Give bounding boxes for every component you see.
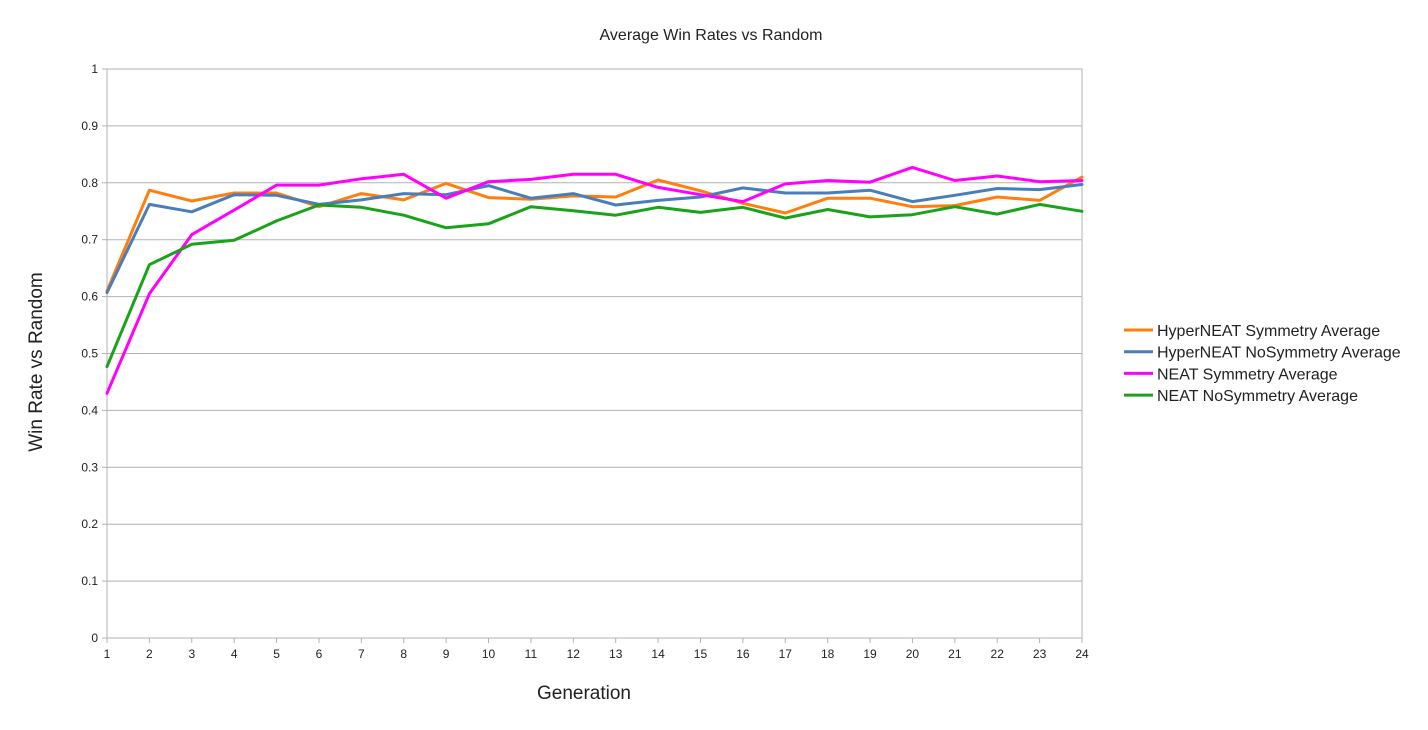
x-tick-label: 14: [651, 647, 665, 661]
y-tick-label: 0.2: [81, 517, 98, 531]
legend-label: HyperNEAT NoSymmetry Average: [1157, 345, 1401, 362]
x-tick-label: 7: [358, 647, 365, 661]
y-axis-title: Win Rate vs Random: [26, 272, 47, 452]
y-tick-label: 1: [91, 62, 98, 76]
x-tick-label: 13: [609, 647, 623, 661]
x-tick-label: 6: [316, 647, 323, 661]
y-tick-label: 0.7: [81, 233, 98, 247]
y-axis-ticks: 0 0.1 0.2 0.3 0.4 0.5 0.6 0.7 0.8 0.9 1: [81, 62, 107, 645]
y-tick-label: 0.9: [81, 119, 98, 133]
x-tick-label: 10: [482, 647, 496, 661]
x-tick-label: 4: [231, 647, 238, 661]
y-tick-label: 0.3: [81, 460, 98, 474]
grid-lines: [107, 68, 1082, 639]
x-tick-label: 16: [736, 647, 750, 661]
series-line-0: [105, 175, 1084, 293]
legend-label: HyperNEAT Symmetry Average: [1157, 323, 1380, 340]
y-tick-label: 0.6: [81, 290, 98, 304]
series-lines: [105, 165, 1084, 395]
x-tick-label: 12: [567, 647, 581, 661]
y-tick-label: 0: [91, 631, 98, 645]
series-line-1: [105, 183, 1084, 295]
x-tick-label: 24: [1075, 647, 1089, 661]
chart-title: Average Win Rates vs Random: [600, 27, 823, 44]
x-tick-label: 23: [1033, 647, 1047, 661]
x-tick-label: 8: [400, 647, 407, 661]
y-tick-label: 0.8: [81, 176, 98, 190]
x-tick-label: 11: [525, 647, 538, 661]
x-axis-title: Generation: [537, 683, 631, 704]
x-tick-label: 2: [146, 647, 153, 661]
x-tick-label: 15: [694, 647, 708, 661]
x-tick-label: 1: [104, 647, 111, 661]
y-tick-label: 0.1: [81, 574, 98, 588]
x-tick-label: 9: [443, 647, 450, 661]
x-tick-label: 21: [948, 647, 962, 661]
legend-label: NEAT NoSymmetry Average: [1157, 388, 1358, 405]
y-tick-label: 0.5: [81, 347, 98, 361]
x-tick-label: 17: [779, 647, 793, 661]
series-line-3: [105, 202, 1084, 369]
x-tick-label: 5: [273, 647, 280, 661]
series-line-2: [105, 165, 1084, 395]
x-axis-ticks: 1 2 3 4 5 6 7 8 9 10 11 12 13 14 15 16 17 18 19 20 21 22 23 24: [104, 638, 1089, 661]
x-tick-label: 3: [188, 647, 195, 661]
x-tick-label: 22: [991, 647, 1005, 661]
legend-label: NEAT Symmetry Average: [1157, 366, 1338, 383]
x-tick-label: 18: [821, 647, 835, 661]
x-tick-label: 20: [906, 647, 920, 661]
y-tick-label: 0.4: [81, 403, 98, 417]
x-tick-label: 19: [863, 647, 877, 661]
legend: HyperNEAT Symmetry Average HyperNEAT NoSy…: [1124, 323, 1401, 405]
